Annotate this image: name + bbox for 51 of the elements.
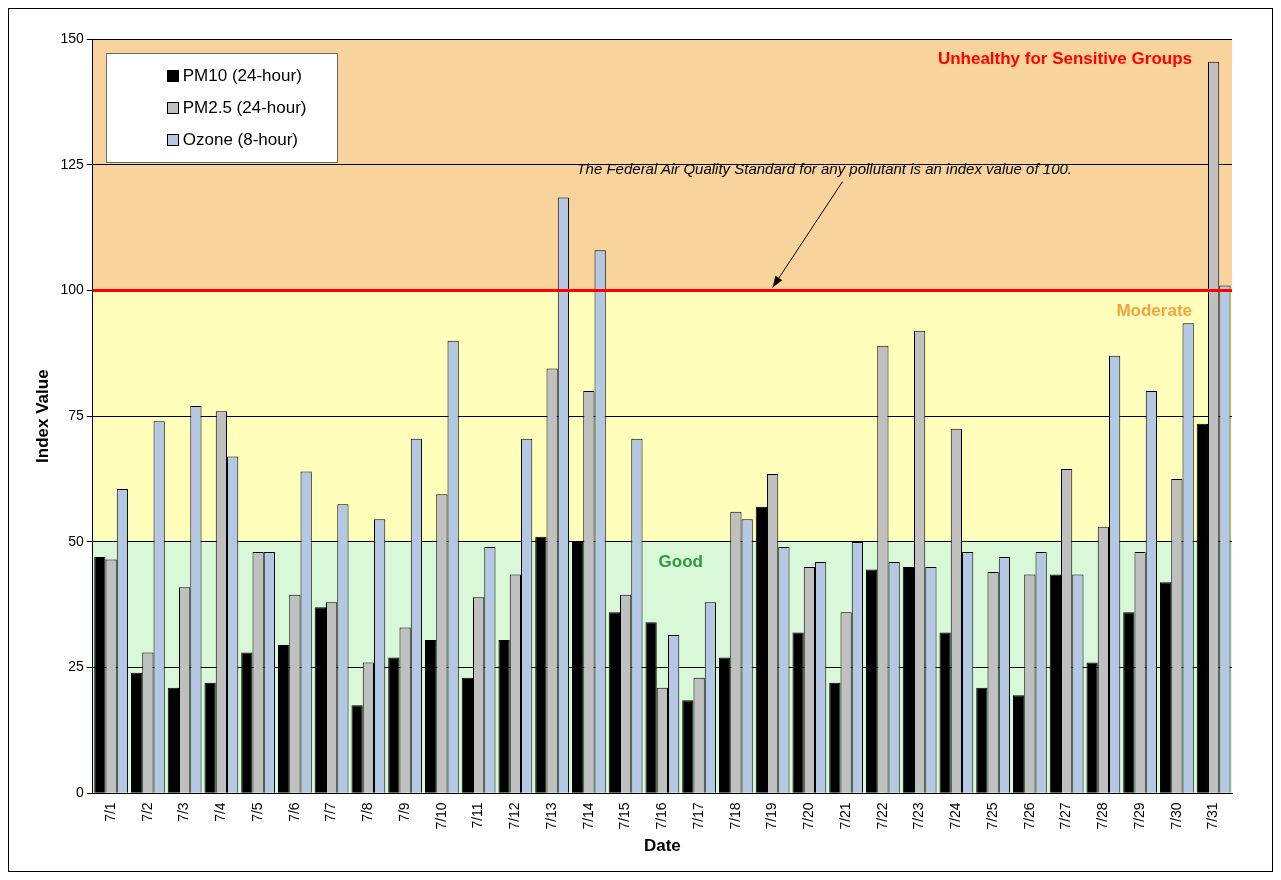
bar bbox=[130, 672, 143, 793]
x-tick-label: 7/22 bbox=[873, 802, 890, 830]
y-tick-label: 125 bbox=[60, 155, 84, 172]
x-tick-label: 7/28 bbox=[1094, 802, 1111, 830]
y-tick-label: 150 bbox=[60, 29, 84, 46]
x-tick-label: 7/18 bbox=[726, 802, 743, 830]
x-tick-label: 7/9 bbox=[395, 802, 412, 822]
x-tick-label: 7/11 bbox=[469, 802, 486, 829]
legend-label: PM2.5 (24-hour) bbox=[182, 97, 307, 119]
band-label: Good bbox=[658, 552, 703, 572]
x-tick-label: 7/25 bbox=[983, 802, 1000, 830]
x-tick-label: 7/12 bbox=[506, 802, 523, 830]
x-tick-label: 7/2 bbox=[138, 802, 155, 822]
x-tick-label: 7/16 bbox=[653, 802, 670, 830]
y-tick-label: 25 bbox=[68, 658, 84, 675]
y-tick-label: 50 bbox=[68, 532, 84, 549]
x-tick-label: 7/14 bbox=[579, 802, 596, 830]
x-tick-label: 7/3 bbox=[175, 802, 192, 822]
bar bbox=[682, 700, 694, 793]
band-label: Moderate bbox=[1116, 300, 1192, 320]
legend-label: PM10 (24-hour) bbox=[182, 65, 302, 87]
x-tick-label: 7/20 bbox=[800, 802, 817, 830]
x-tick-label: 7/15 bbox=[616, 802, 633, 830]
y-tick-label: 100 bbox=[60, 281, 84, 298]
x-tick-label: 7/8 bbox=[359, 802, 376, 822]
x-tick-label: 7/31 bbox=[1204, 802, 1221, 830]
x-tick-label: 7/5 bbox=[248, 802, 265, 822]
y-tick-label: 0 bbox=[75, 784, 84, 801]
y-tick-label: 75 bbox=[68, 407, 84, 424]
x-tick-label: 7/4 bbox=[212, 802, 229, 822]
y-axis-title: Index Value bbox=[32, 369, 52, 463]
x-tick-label: 7/13 bbox=[542, 802, 559, 830]
x-tick-label: 7/21 bbox=[836, 802, 853, 830]
bar bbox=[976, 687, 988, 793]
x-tick-label: 7/30 bbox=[1167, 802, 1184, 830]
x-tick-label: 7/10 bbox=[432, 802, 449, 830]
x-axis-title: Date bbox=[643, 836, 681, 856]
x-tick-label: 7/27 bbox=[1057, 802, 1074, 830]
x-tick-label: 7/26 bbox=[1020, 802, 1037, 830]
x-tick-label: 7/1 bbox=[101, 802, 118, 822]
bar bbox=[829, 682, 841, 793]
x-tick-label: 7/7 bbox=[322, 802, 339, 822]
legend-label: Ozone (8-hour) bbox=[182, 129, 299, 151]
x-tick-label: 7/17 bbox=[689, 802, 706, 830]
x-tick-label: 7/19 bbox=[763, 802, 780, 830]
x-tick-label: 7/6 bbox=[285, 802, 302, 822]
x-tick-label: 7/23 bbox=[910, 802, 927, 830]
bar bbox=[1012, 695, 1025, 793]
band-label: Unhealthy for Sensitive Groups bbox=[937, 49, 1192, 69]
x-tick-label: 7/29 bbox=[1130, 802, 1147, 830]
x-tick-label: 7/24 bbox=[947, 802, 964, 830]
